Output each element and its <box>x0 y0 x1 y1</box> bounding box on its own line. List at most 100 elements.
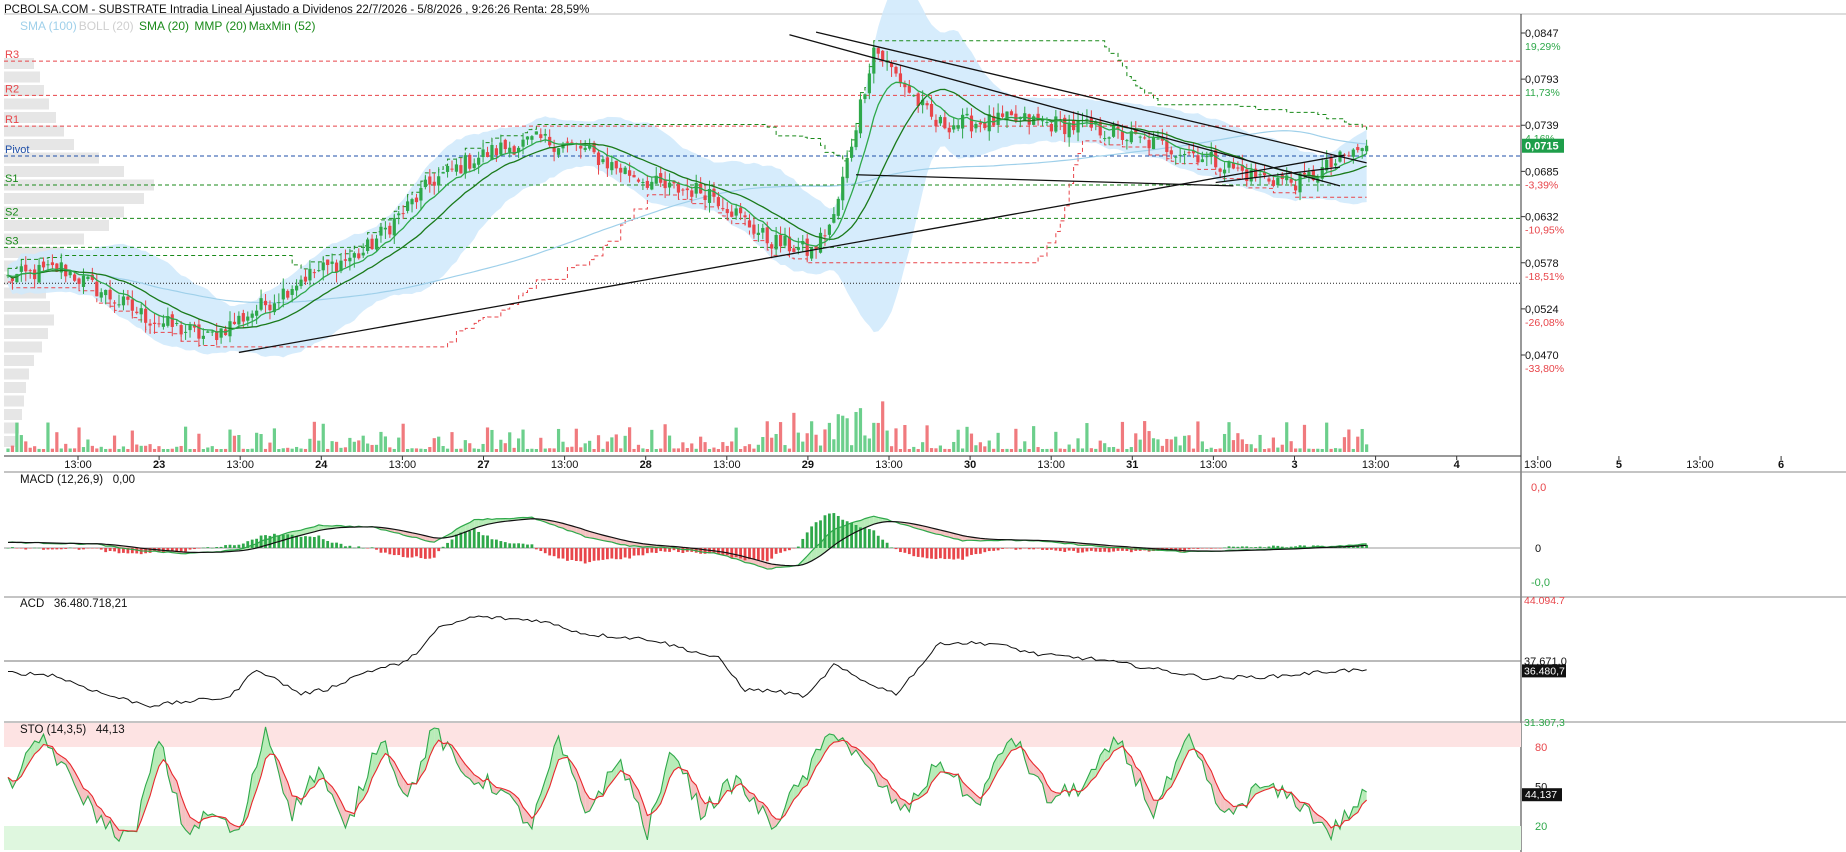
macd-histogram-bar <box>135 548 139 554</box>
volume-bar <box>326 448 330 452</box>
trendline-0 <box>238 154 1345 354</box>
time-tick-label: 13:00 <box>875 459 903 471</box>
macd-fill-segment <box>598 533 603 541</box>
volume-bar <box>259 434 263 452</box>
macd-fill-segment <box>869 516 874 526</box>
macd-histogram-bar <box>104 548 108 553</box>
candle-body <box>370 238 374 250</box>
candle-body <box>374 238 379 250</box>
volume-bar <box>685 448 689 452</box>
volume-bar <box>1227 422 1231 452</box>
macd-fill-segment <box>629 541 635 547</box>
candle-body <box>268 304 272 311</box>
price-tick-label: 0,0793 <box>1525 74 1559 86</box>
macd-histogram-bar <box>175 548 179 552</box>
sto-fill-segment <box>25 747 31 769</box>
price-tick-label: 0,0470 <box>1525 350 1559 362</box>
volume-bar <box>1191 448 1196 452</box>
volume-bar <box>1258 434 1262 452</box>
macd-histogram-bar <box>6 548 10 549</box>
candle-body <box>490 144 494 160</box>
volume-bar <box>210 446 214 452</box>
legend-sma100: SMA (100) <box>20 19 77 33</box>
macd-histogram-bar <box>95 548 99 549</box>
macd-histogram-bar <box>623 548 627 558</box>
volume-bar <box>832 439 836 452</box>
macd-histogram-bar <box>432 548 436 558</box>
volume-bar <box>592 448 596 452</box>
sto-fill-segment <box>252 766 257 802</box>
macd-histogram-bar <box>486 535 489 548</box>
sto-fill-segment <box>318 767 324 780</box>
macd-histogram-bar <box>894 548 898 550</box>
sto-fill-segment <box>1295 797 1301 812</box>
pivot-label-pivot: Pivot <box>5 144 29 156</box>
macd-histogram-bar <box>1227 546 1231 548</box>
macd-histogram-bar <box>1263 547 1266 548</box>
macd-histogram-bar <box>557 548 560 559</box>
last-price-tag <box>1522 138 1564 153</box>
acd-last-label: 36.480,7 <box>1524 665 1565 677</box>
sto-fill-segment <box>913 793 919 801</box>
volume-bar <box>1063 448 1067 452</box>
macd-fill-segment <box>429 536 435 543</box>
macd-histogram-bar <box>397 548 401 556</box>
sto-fill-segment <box>158 741 164 767</box>
sto-fill-segment <box>203 811 208 819</box>
sto-last-tag <box>1522 788 1562 802</box>
candle-body <box>610 162 614 171</box>
candle-body <box>1009 111 1014 116</box>
candle-body <box>86 276 90 280</box>
volume-profile-bar <box>4 422 19 434</box>
sto-fill-segment <box>83 788 88 805</box>
pct-tick-label: -33,80% <box>1525 363 1564 375</box>
volume-bar <box>104 448 108 452</box>
volume-profile-bar <box>4 220 109 231</box>
candle-body <box>1311 169 1315 181</box>
volume-bar <box>250 448 254 452</box>
candle-body <box>401 213 405 215</box>
volume-bar <box>898 448 903 452</box>
sto-fill-segment <box>540 779 546 807</box>
macd-histogram-bar <box>548 548 552 556</box>
volume-bar <box>303 448 308 452</box>
volume-bar <box>1165 438 1169 452</box>
macd-histogram-bar <box>939 548 942 559</box>
candle-body <box>952 125 956 130</box>
candle-body <box>898 73 903 84</box>
macd-histogram-bar <box>1214 548 1218 549</box>
macd-histogram-bar <box>33 547 37 549</box>
volume-bar <box>885 430 889 452</box>
volume-bar <box>827 422 831 452</box>
macd-fill-segment <box>758 560 763 568</box>
macd-histogram-bar <box>241 543 245 548</box>
candle-body <box>876 48 880 54</box>
candle-body <box>716 197 720 207</box>
sto-fill-segment <box>984 778 990 794</box>
volume-bar <box>1058 448 1062 452</box>
macd-fill-segment <box>567 524 572 532</box>
macd-histogram-bar <box>796 546 800 548</box>
volume-bar <box>348 437 352 452</box>
candle-body <box>246 316 250 321</box>
volume-bar <box>1214 448 1218 452</box>
volume-bar <box>1143 421 1147 452</box>
volume-bar <box>1023 441 1027 452</box>
volume-profile-bar <box>4 395 24 407</box>
mmp20-line <box>7 81 1367 333</box>
volume-profile-bar <box>4 301 50 312</box>
candle-body <box>739 207 743 214</box>
trendline-3 <box>856 174 1234 187</box>
macd-histogram-bar <box>672 548 676 551</box>
volume-bar <box>961 448 965 452</box>
candle-body <box>929 103 934 117</box>
macd-histogram-bar <box>1223 547 1226 548</box>
volume-bar <box>552 448 556 452</box>
candle-body <box>1067 122 1071 138</box>
candle-body <box>801 241 805 245</box>
sto-fill-segment <box>665 752 670 792</box>
sto-fill-segment <box>1086 769 1092 787</box>
candle-body <box>712 188 716 197</box>
sto-fill-segment <box>523 807 528 824</box>
volume-bar <box>494 448 498 452</box>
